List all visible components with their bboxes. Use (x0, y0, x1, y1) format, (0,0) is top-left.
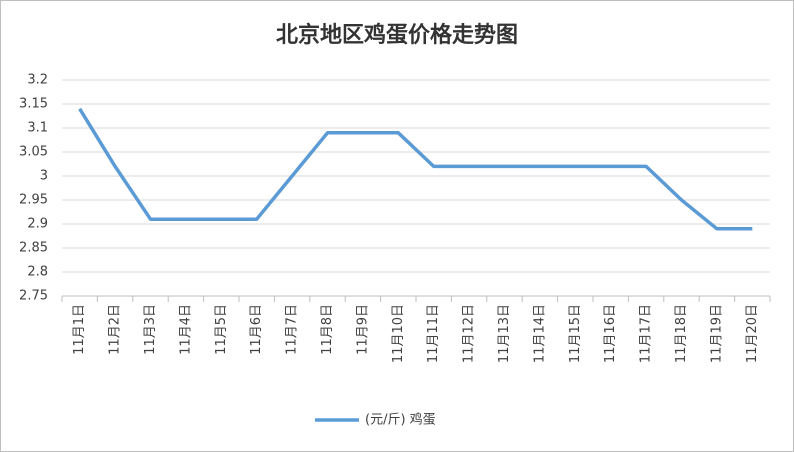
x-tick-label: 11月15日 (568, 304, 583, 363)
x-tick-label: 11月14日 (532, 304, 547, 363)
y-tick-label: 2.8 (27, 265, 48, 280)
x-tick-label: 11月16日 (603, 304, 618, 363)
y-tick-label: 3.2 (27, 73, 48, 88)
y-tick-label: 2.9 (27, 217, 48, 232)
y-tick-label: 2.85 (19, 241, 48, 256)
chart-title: 北京地区鸡蛋价格走势图 (276, 22, 518, 48)
x-tick-label: 11月5日 (214, 304, 229, 355)
line-series (78, 107, 753, 231)
x-tick-label: 11月1日 (72, 304, 87, 355)
y-tick-label: 3 (40, 169, 48, 184)
y-tick-label: 2.95 (19, 193, 48, 208)
y-tick-label: 3.1 (27, 121, 48, 136)
x-tick-label: 11月7日 (285, 304, 300, 355)
y-tick-label: 3.05 (19, 145, 48, 160)
y-tick-label: 2.75 (19, 289, 48, 304)
x-tick-label: 11月8日 (320, 304, 335, 355)
x-tick-label: 11月9日 (355, 304, 370, 355)
x-tick-label: 11月11日 (426, 304, 441, 363)
x-tick-label: 11月18日 (674, 304, 689, 363)
x-tick-label: 11月13日 (497, 304, 512, 363)
x-tick-label: 11月10日 (391, 304, 406, 363)
legend-label: (元/斤) 鸡蛋 (365, 412, 436, 428)
x-tick-label: 11月17日 (639, 304, 654, 363)
x-tick-label: 11月19日 (709, 304, 724, 363)
x-tick-label: 11月12日 (462, 304, 477, 363)
x-tick-label: 11月3日 (143, 304, 158, 355)
x-tick-label: 11月6日 (249, 304, 264, 355)
x-tick-label: 11月20日 (745, 304, 760, 363)
x-tick-label: 11月2日 (108, 304, 123, 355)
x-tick-label: 11月4日 (178, 304, 193, 355)
y-tick-label: 3.15 (19, 97, 48, 112)
